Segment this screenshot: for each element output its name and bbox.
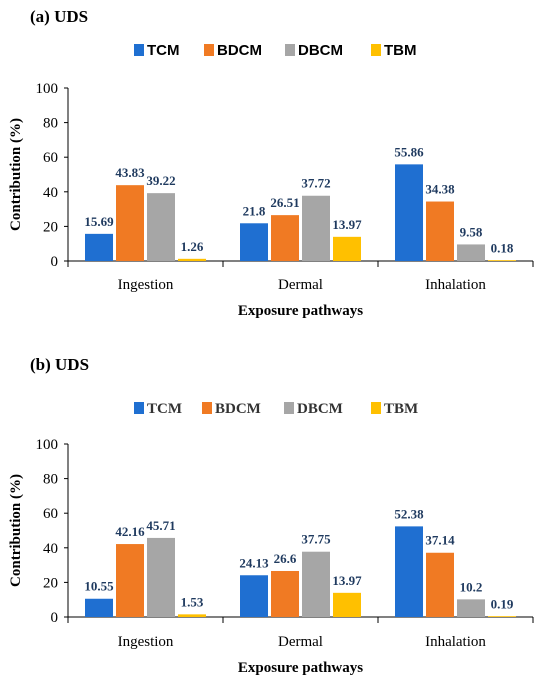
legend-swatch-dbcm (284, 402, 294, 414)
x-category-label: Inhalation (425, 277, 486, 293)
x-category-label: Dermal (278, 634, 323, 650)
legend-swatch-tbm (371, 44, 381, 56)
legend-swatch-tcm (134, 44, 144, 56)
legend-label-tcm: TCM (147, 42, 180, 59)
x-category-label: Ingestion (118, 277, 174, 293)
x-category-label: Ingestion (118, 634, 174, 650)
data-label-dbcm-ingestion: 45.71 (146, 518, 175, 533)
y-axis-label: Contribution (%) (8, 474, 24, 587)
legend-label-tbm: TBM (384, 401, 418, 417)
bar-dbcm-dermal (302, 551, 330, 617)
legend-label-tbm: TBM (384, 42, 417, 59)
data-label-bdcm-inhalation: 37.14 (425, 533, 455, 548)
legend-label-bdcm: BDCM (215, 401, 261, 417)
data-label-tbm-dermal: 13.97 (332, 573, 362, 588)
chart-panel-a: (a) UDS TCM BDCM DBCM TBM 0 20 40 60 80 100 Contrib… (8, 7, 534, 319)
legend-label-dbcm: DBCM (298, 42, 343, 59)
y-tick-label: 20 (43, 219, 58, 235)
chart-title: (a) UDS (30, 7, 88, 26)
data-label-bdcm-dermal: 26.6 (274, 551, 297, 566)
bar-bdcm-dermal (271, 570, 299, 617)
data-label-tbm-inhalation: 0.19 (491, 597, 514, 612)
data-label-tbm-ingestion: 1.53 (181, 594, 204, 609)
y-tick-label: 80 (43, 116, 58, 132)
bar-tbm-dermal (333, 592, 361, 617)
y-tick-label: 40 (43, 541, 58, 557)
legend-label-bdcm: BDCM (217, 42, 262, 59)
chart-title: (b) UDS (30, 355, 89, 374)
legend-swatch-bdcm (202, 402, 212, 414)
bar-tcm-inhalation (395, 164, 423, 261)
data-label-tcm-dermal: 21.8 (243, 203, 266, 218)
data-label-dbcm-inhalation: 10.2 (460, 579, 483, 594)
y-tick-label: 0 (51, 254, 59, 270)
data-label-tbm-inhalation: 0.18 (491, 241, 514, 256)
legend-swatch-bdcm (204, 44, 214, 56)
data-label-tcm-dermal: 24.13 (239, 555, 269, 570)
legend-swatch-dbcm (285, 44, 295, 56)
bar-dbcm-inhalation (457, 599, 485, 617)
y-tick-label: 60 (43, 150, 58, 166)
y-tick-label: 20 (43, 575, 58, 591)
y-tick-label: 0 (51, 610, 59, 626)
data-label-tcm-ingestion: 10.55 (84, 579, 114, 594)
bar-tcm-dermal (240, 575, 268, 617)
chart-panel-b: (b) UDS TCM BDCM DBCM TBM 0 20 40 60 80 100 Contrib… (8, 355, 534, 676)
bar-tcm-inhalation (395, 526, 423, 617)
x-axis-label: Exposure pathways (238, 660, 363, 676)
data-label-tcm-inhalation: 52.38 (394, 506, 424, 521)
bar-tcm-ingestion (85, 598, 113, 617)
bar-tcm-dermal (240, 223, 268, 261)
y-tick-label: 100 (36, 81, 59, 97)
bar-dbcm-dermal (302, 195, 330, 261)
data-label-bdcm-ingestion: 43.83 (115, 165, 145, 180)
bar-tbm-ingestion (178, 258, 206, 261)
bar-dbcm-ingestion (147, 537, 175, 617)
bar-tbm-inhalation (488, 616, 516, 617)
data-label-tbm-ingestion: 1.26 (181, 239, 204, 254)
data-label-dbcm-dermal: 37.75 (301, 532, 331, 547)
data-label-bdcm-ingestion: 42.16 (115, 524, 145, 539)
bar-tbm-dermal (333, 236, 361, 261)
bar-dbcm-inhalation (457, 244, 485, 261)
bar-bdcm-dermal (271, 215, 299, 261)
bar-tbm-ingestion (178, 614, 206, 617)
data-label-tcm-ingestion: 15.69 (84, 214, 114, 229)
y-tick-label: 60 (43, 506, 58, 522)
bar-tbm-inhalation (488, 260, 516, 261)
bar-bdcm-ingestion (116, 185, 144, 261)
legend-label-dbcm: DBCM (297, 401, 343, 417)
y-tick-label: 100 (36, 437, 59, 453)
data-label-dbcm-dermal: 37.72 (301, 176, 330, 191)
data-label-dbcm-ingestion: 39.22 (146, 173, 175, 188)
legend-swatch-tbm (371, 402, 381, 414)
x-axis-label: Exposure pathways (238, 303, 363, 319)
bar-tcm-ingestion (85, 233, 113, 261)
x-category-label: Dermal (278, 277, 323, 293)
bar-dbcm-ingestion (147, 193, 175, 261)
x-category-label: Inhalation (425, 634, 486, 650)
y-tick-label: 40 (43, 185, 58, 201)
legend-swatch-tcm (134, 402, 144, 414)
legend-label-tcm: TCM (147, 401, 182, 417)
data-label-bdcm-inhalation: 34.38 (425, 182, 455, 197)
bar-bdcm-ingestion (116, 544, 144, 617)
data-label-tcm-inhalation: 55.86 (394, 144, 424, 159)
y-axis-label: Contribution (%) (8, 118, 24, 231)
y-tick-label: 80 (43, 472, 58, 488)
data-label-bdcm-dermal: 26.51 (270, 195, 299, 210)
data-label-dbcm-inhalation: 9.58 (460, 224, 483, 239)
bar-bdcm-inhalation (426, 201, 454, 261)
data-label-tbm-dermal: 13.97 (332, 217, 362, 232)
bar-bdcm-inhalation (426, 552, 454, 617)
